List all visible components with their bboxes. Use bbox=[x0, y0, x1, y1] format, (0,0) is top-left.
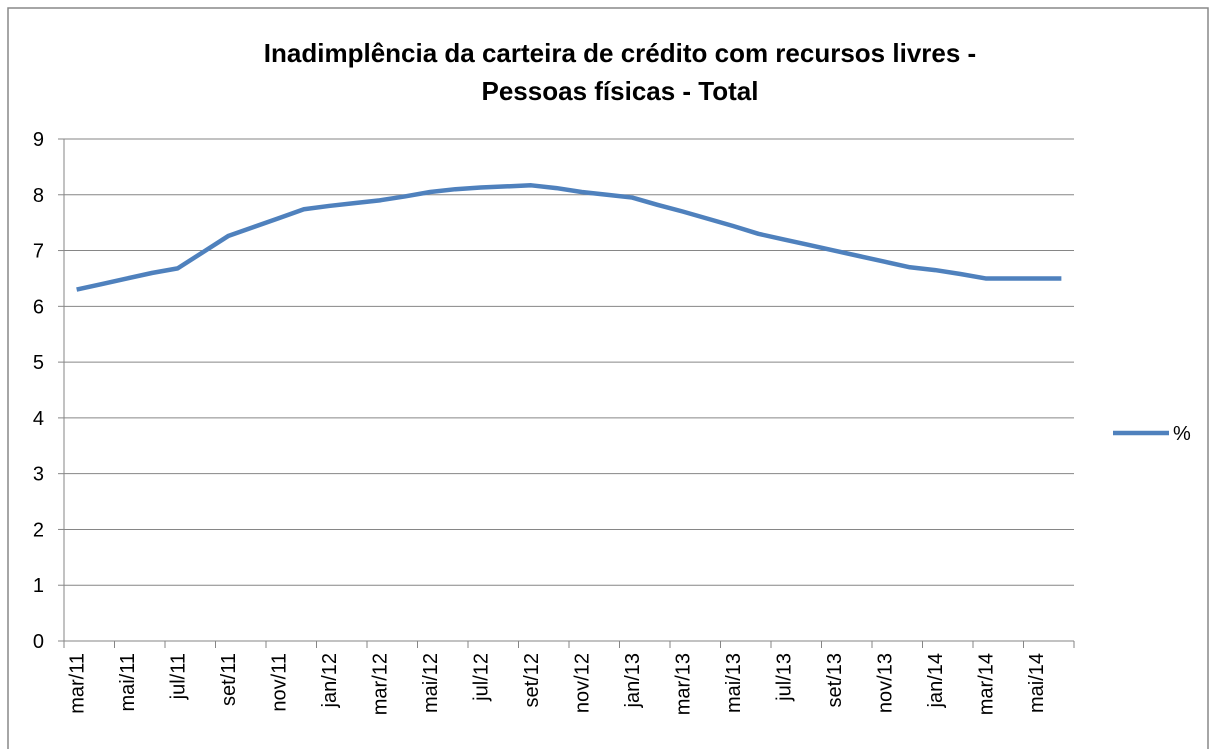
chart-frame bbox=[7, 7, 1209, 749]
x-tick-label: mar/11 bbox=[67, 653, 89, 714]
x-tick-label: nov/12 bbox=[572, 653, 594, 713]
y-tick-label: 3 bbox=[33, 464, 44, 486]
x-tick-label: jul/13 bbox=[774, 653, 796, 702]
line-series bbox=[76, 183, 1062, 292]
x-tick-label: mar/12 bbox=[370, 653, 392, 715]
chart-title: Pessoas físicas - Total bbox=[482, 76, 759, 106]
y-tick-label: 1 bbox=[33, 575, 44, 597]
x-tick-label: jul/11 bbox=[168, 653, 190, 700]
x-tick-label: mar/14 bbox=[976, 653, 998, 715]
y-tick-label: 5 bbox=[33, 352, 44, 374]
x-tick-label: nov/13 bbox=[875, 653, 897, 713]
x-tick-label: jan/14 bbox=[925, 653, 947, 709]
legend-label: % bbox=[1173, 423, 1191, 445]
y-tick-label: 2 bbox=[33, 519, 44, 541]
x-tick-label: mar/13 bbox=[673, 653, 695, 715]
x-tick-label: mai/13 bbox=[723, 653, 745, 713]
y-tick-label: 7 bbox=[33, 241, 44, 263]
x-tick-label: nov/11 bbox=[269, 653, 291, 712]
x-tick-label: mai/12 bbox=[420, 653, 442, 713]
x-tick-label: set/12 bbox=[521, 653, 543, 707]
y-tick-label: 6 bbox=[33, 296, 44, 318]
y-tick-label: 8 bbox=[33, 185, 44, 207]
y-tick-label: 9 bbox=[33, 129, 44, 151]
x-tick-label: jul/12 bbox=[471, 653, 493, 702]
x-tick-label: set/11 bbox=[218, 653, 240, 706]
y-tick-label: 4 bbox=[33, 408, 44, 430]
x-tick-label: set/13 bbox=[824, 653, 846, 707]
x-tick-label: mai/14 bbox=[1026, 653, 1048, 713]
x-tick-label: jan/13 bbox=[622, 653, 644, 709]
x-tick-label: jan/12 bbox=[319, 653, 341, 709]
y-tick-label: 0 bbox=[33, 631, 44, 653]
chart-title: Inadimplência da carteira de crédito com… bbox=[264, 38, 976, 68]
x-tick-label: mai/11 bbox=[117, 653, 139, 712]
